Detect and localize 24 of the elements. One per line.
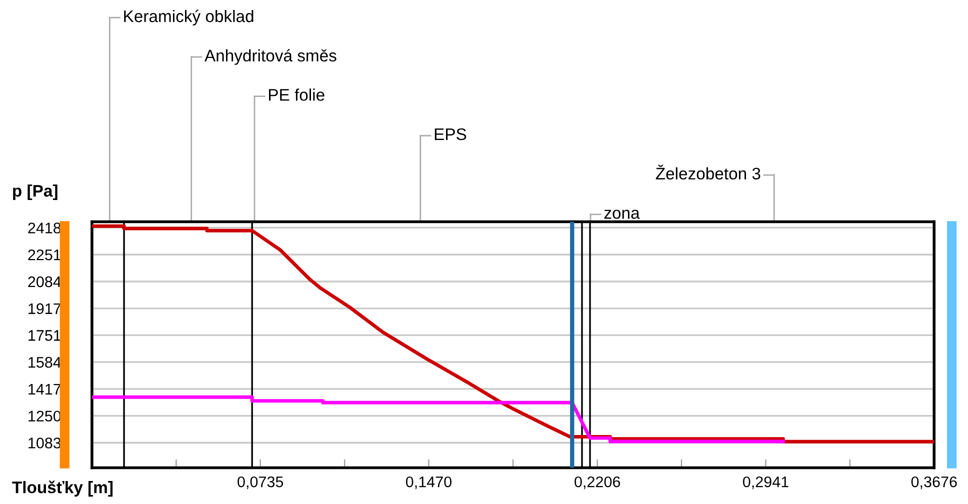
x-tick-label: 0,3676: [911, 476, 957, 490]
text: zona: [604, 210, 640, 219]
x-tick-label: 0,2206: [574, 476, 620, 490]
y-tick-label: 1917: [28, 303, 61, 314]
y-tick-label: 1250: [28, 410, 61, 422]
x-tick-label: 0,1470: [406, 476, 452, 490]
x-axis-title: Tloušťky [m]: [12, 480, 113, 497]
y-axis-title: p [Pa]: [13, 184, 58, 200]
x-tick-label: 0,0735: [238, 476, 284, 490]
y-tick-label: 2084: [28, 276, 61, 288]
y-tick-label: 1584: [28, 356, 61, 368]
line-series: [92, 224, 934, 444]
text: EPS: [434, 128, 466, 140]
text: Železobeton 3: [656, 164, 760, 180]
y-tick-label: 1083: [28, 438, 61, 448]
text: PE folie: [269, 88, 324, 101]
y-tick-label: 2251: [28, 249, 61, 260]
text: Keramický obklad: [124, 10, 254, 26]
y-tick-label: 2418: [28, 222, 61, 234]
y-tick-label: 1751: [28, 330, 61, 341]
line-series: [92, 395, 785, 444]
y-tick-label: 1417: [28, 384, 61, 394]
x-tick-label: 0,2941: [742, 476, 788, 490]
text: Anhydritová směs: [204, 49, 336, 65]
